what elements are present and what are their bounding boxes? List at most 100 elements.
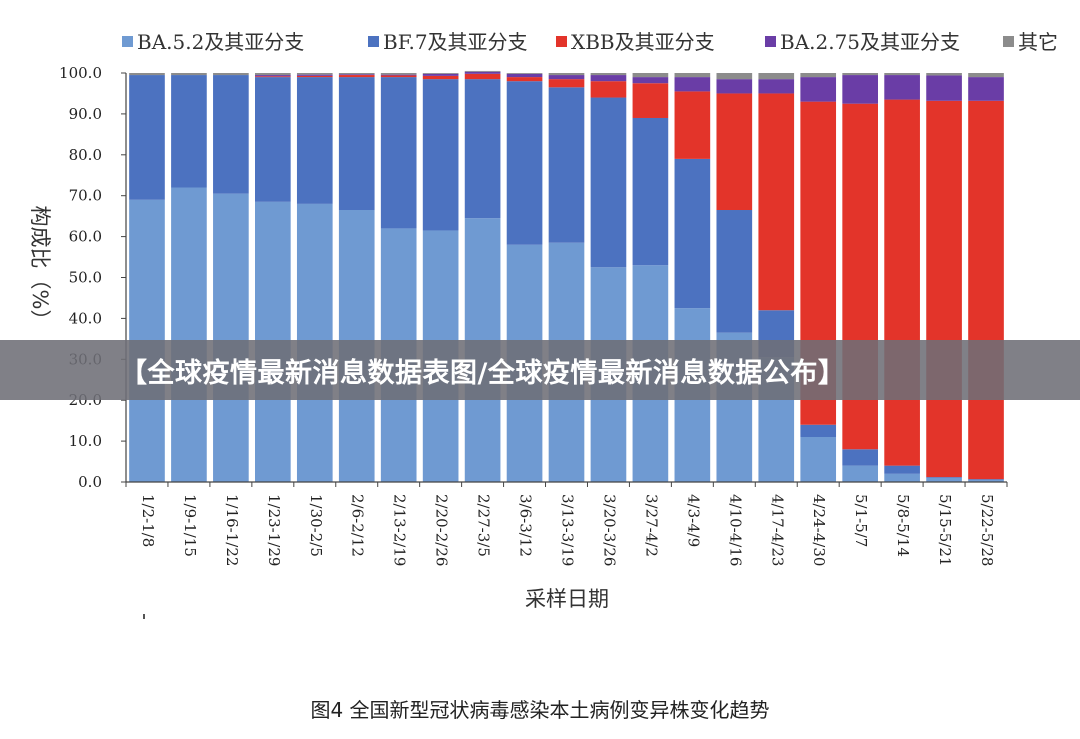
bar-segment xyxy=(296,77,333,204)
bar-segment xyxy=(338,77,375,211)
x-tick-label: 1/2-1/8 xyxy=(139,494,157,547)
bar-stack xyxy=(213,73,249,482)
bar-segment xyxy=(548,73,585,76)
y-axis-title: 构成比（%） xyxy=(28,206,52,331)
legend-swatch xyxy=(556,36,567,47)
bar-stack xyxy=(296,73,333,482)
bar-stack xyxy=(632,73,669,482)
bar-segment xyxy=(129,75,165,200)
bar-segment xyxy=(296,74,333,76)
legend-label: BA.5.2及其亚分支 xyxy=(137,30,304,54)
bar-segment xyxy=(255,75,291,77)
legend-swatch xyxy=(122,36,133,47)
bar-segment xyxy=(716,93,753,211)
legend-item: 其它 xyxy=(1003,30,1058,54)
bar-segment xyxy=(926,477,962,478)
bar-segment xyxy=(422,73,459,76)
x-axis-title: 采样日期 xyxy=(525,587,609,611)
bar-stack xyxy=(548,73,585,482)
x-tick-label: 4/24-4/30 xyxy=(810,494,828,566)
bar-segment xyxy=(464,71,501,74)
bar-stack xyxy=(338,73,375,482)
bar-segment xyxy=(968,479,1004,482)
bar-segment xyxy=(213,73,249,76)
x-tick-label: 5/8-5/14 xyxy=(894,494,912,557)
x-tick-label: 3/20-3/26 xyxy=(600,494,618,566)
bar-segment xyxy=(255,77,291,202)
bar-segment xyxy=(800,77,837,102)
bar-segment xyxy=(296,75,333,78)
bar-segment xyxy=(380,75,417,78)
bar-stack xyxy=(884,73,920,482)
bar-segment xyxy=(548,75,585,80)
y-tick-label: 0.0 xyxy=(78,473,102,491)
x-tick-label: 3/27-4/2 xyxy=(642,494,660,557)
bar-stack xyxy=(380,73,417,482)
y-tick-label: 60.0 xyxy=(69,228,102,246)
bar-stack xyxy=(171,73,207,482)
bar-segment xyxy=(464,79,501,219)
bar-segment xyxy=(464,70,501,72)
bar-segment xyxy=(338,75,375,78)
bar-segment xyxy=(758,73,795,80)
x-tick-label: 4/3-4/9 xyxy=(684,494,702,547)
y-tick-label: 50.0 xyxy=(69,269,102,287)
stray-tick-mark xyxy=(143,614,145,619)
bar-segment xyxy=(632,83,669,118)
bar-segment xyxy=(422,79,459,231)
bar-segment xyxy=(506,73,543,74)
figure-caption: 图4 全国新型冠状病毒感染本土病例变异株变化趋势 xyxy=(310,698,770,722)
axes: 0.010.020.030.040.050.060.070.080.090.01… xyxy=(59,64,1008,566)
x-tick-label: 3/13-3/19 xyxy=(559,494,577,566)
bar-segment xyxy=(380,77,417,229)
legend-item: BF.7及其亚分支 xyxy=(368,30,528,54)
bar-stack xyxy=(716,73,753,482)
bar-segment xyxy=(590,81,627,98)
bar-segment xyxy=(758,79,795,94)
legend: BA.5.2及其亚分支 BF.7及其亚分支 XBB及其亚分支 BA.2.75及其亚分支… xyxy=(122,30,1058,54)
legend-label: BF.7及其亚分支 xyxy=(383,30,528,54)
bar-segment xyxy=(884,73,920,76)
bar-segment xyxy=(884,465,920,474)
legend-swatch xyxy=(368,36,379,47)
bar-segment xyxy=(548,79,585,88)
bar-segment xyxy=(213,75,249,194)
bar-segment xyxy=(129,73,165,76)
bar-segment xyxy=(674,91,711,159)
bar-segment xyxy=(255,73,291,76)
bar-segment xyxy=(674,77,711,92)
y-tick-label: 90.0 xyxy=(69,105,102,123)
bar-segment xyxy=(926,75,962,101)
bar-stack xyxy=(842,73,878,482)
y-tick-label: 40.0 xyxy=(69,309,102,327)
overlay-banner: 【全球疫情最新消息数据表图/全球疫情最新消息数据公布】 xyxy=(0,340,1080,400)
bar-segment xyxy=(968,77,1004,101)
bar-stack xyxy=(255,73,291,482)
bar-segment xyxy=(884,99,920,466)
bar-segment xyxy=(506,73,543,78)
bar-stack xyxy=(758,73,795,482)
bar-segment xyxy=(926,100,962,478)
y-tick-label: 100.0 xyxy=(59,64,102,82)
bar-stack xyxy=(800,73,837,482)
bar-segment xyxy=(800,424,837,438)
bar-segment xyxy=(842,465,878,482)
bar-segment xyxy=(968,100,1004,480)
bars xyxy=(129,70,1004,483)
bar-segment xyxy=(338,73,375,75)
legend-item: BA.2.75及其亚分支 xyxy=(765,30,960,54)
bar-stack xyxy=(129,73,165,483)
bar-segment xyxy=(716,79,753,94)
legend-item: XBB及其亚分支 xyxy=(556,30,715,54)
legend-label: BA.2.75及其亚分支 xyxy=(780,30,960,54)
x-tick-label: 2/27-3/5 xyxy=(475,494,493,557)
bar-segment xyxy=(632,77,669,84)
bar-segment xyxy=(842,449,878,466)
x-tick-label: 2/20-2/26 xyxy=(433,494,451,566)
bar-segment xyxy=(506,81,543,245)
x-tick-label: 3/6-3/12 xyxy=(517,494,535,557)
bar-segment xyxy=(800,73,837,78)
x-tick-label: 4/17-4/23 xyxy=(768,494,786,566)
bar-segment xyxy=(884,473,920,482)
